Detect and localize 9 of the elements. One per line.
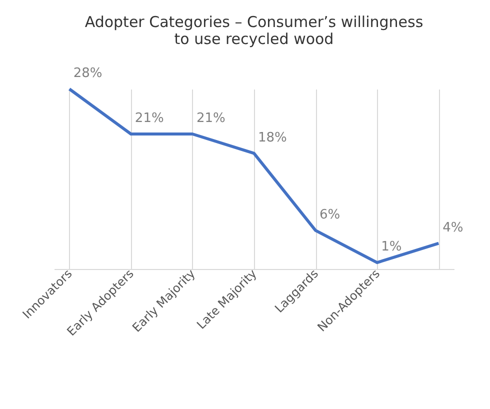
text: Adopter Categories – Consumer’s willingness — [84, 13, 424, 31]
data-label: 1% — [381, 240, 402, 255]
data-label: 18% — [258, 130, 287, 146]
data-label: 21% — [196, 111, 226, 126]
data-label: 4% — [442, 220, 464, 236]
data-label: 28% — [73, 66, 102, 81]
data-label: 6% — [320, 207, 340, 222]
data-label: 21% — [134, 111, 164, 126]
text: to use recycled wood — [174, 30, 334, 48]
